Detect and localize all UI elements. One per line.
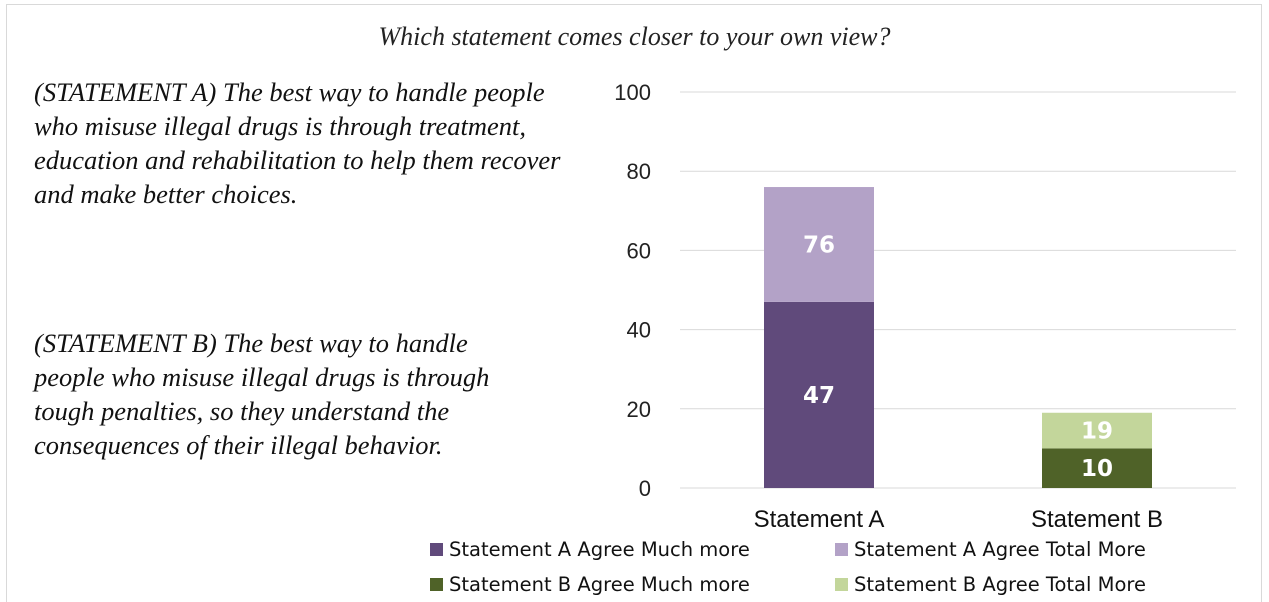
y-tick-label: 100 bbox=[614, 80, 651, 105]
bar-segment bbox=[764, 187, 874, 302]
category-label: Statement B bbox=[1031, 506, 1163, 533]
legend-item: Statement A Agree Much more bbox=[430, 538, 750, 561]
y-tick-label: 0 bbox=[639, 476, 651, 501]
data-label: 47 bbox=[803, 383, 835, 409]
legend-swatch bbox=[835, 578, 848, 591]
bar-segment bbox=[1042, 412, 1152, 449]
legend-label: Statement A Agree Total More bbox=[854, 538, 1146, 561]
legend-swatch bbox=[835, 543, 848, 556]
chart-frame bbox=[6, 4, 1262, 602]
legend-swatch bbox=[430, 543, 443, 556]
legend-item: Statement B Agree Much more bbox=[430, 573, 750, 596]
chart-title: Which statement comes closer to your own… bbox=[378, 22, 891, 51]
category-label: Statement A bbox=[754, 506, 885, 533]
legend-label: Statement A Agree Much more bbox=[449, 538, 750, 561]
y-tick-label: 40 bbox=[627, 318, 651, 343]
statement-a-text: (STATEMENT A) The best way to handle peo… bbox=[34, 77, 561, 209]
legend-label: Statement B Agree Total More bbox=[854, 573, 1146, 596]
data-label: 10 bbox=[1081, 456, 1113, 482]
legend-item: Statement B Agree Total More bbox=[835, 573, 1146, 596]
y-tick-label: 60 bbox=[627, 238, 651, 263]
legend-item: Statement A Agree Total More bbox=[835, 538, 1146, 561]
bar-segment bbox=[1042, 448, 1152, 488]
statement-b-text: (STATEMENT B) The best way to handle peo… bbox=[34, 328, 490, 460]
legend-label: Statement B Agree Much more bbox=[449, 573, 750, 596]
bar-segment bbox=[764, 301, 874, 488]
bar-chart: 0 20 40 60 80 100 47 76 Statement A 10 19 Statement… bbox=[614, 80, 1236, 533]
y-tick-label: 80 bbox=[627, 159, 651, 184]
y-tick-label: 20 bbox=[627, 397, 651, 422]
data-label: 19 bbox=[1081, 419, 1113, 445]
data-label: 76 bbox=[803, 232, 835, 258]
legend-swatch bbox=[430, 578, 443, 591]
